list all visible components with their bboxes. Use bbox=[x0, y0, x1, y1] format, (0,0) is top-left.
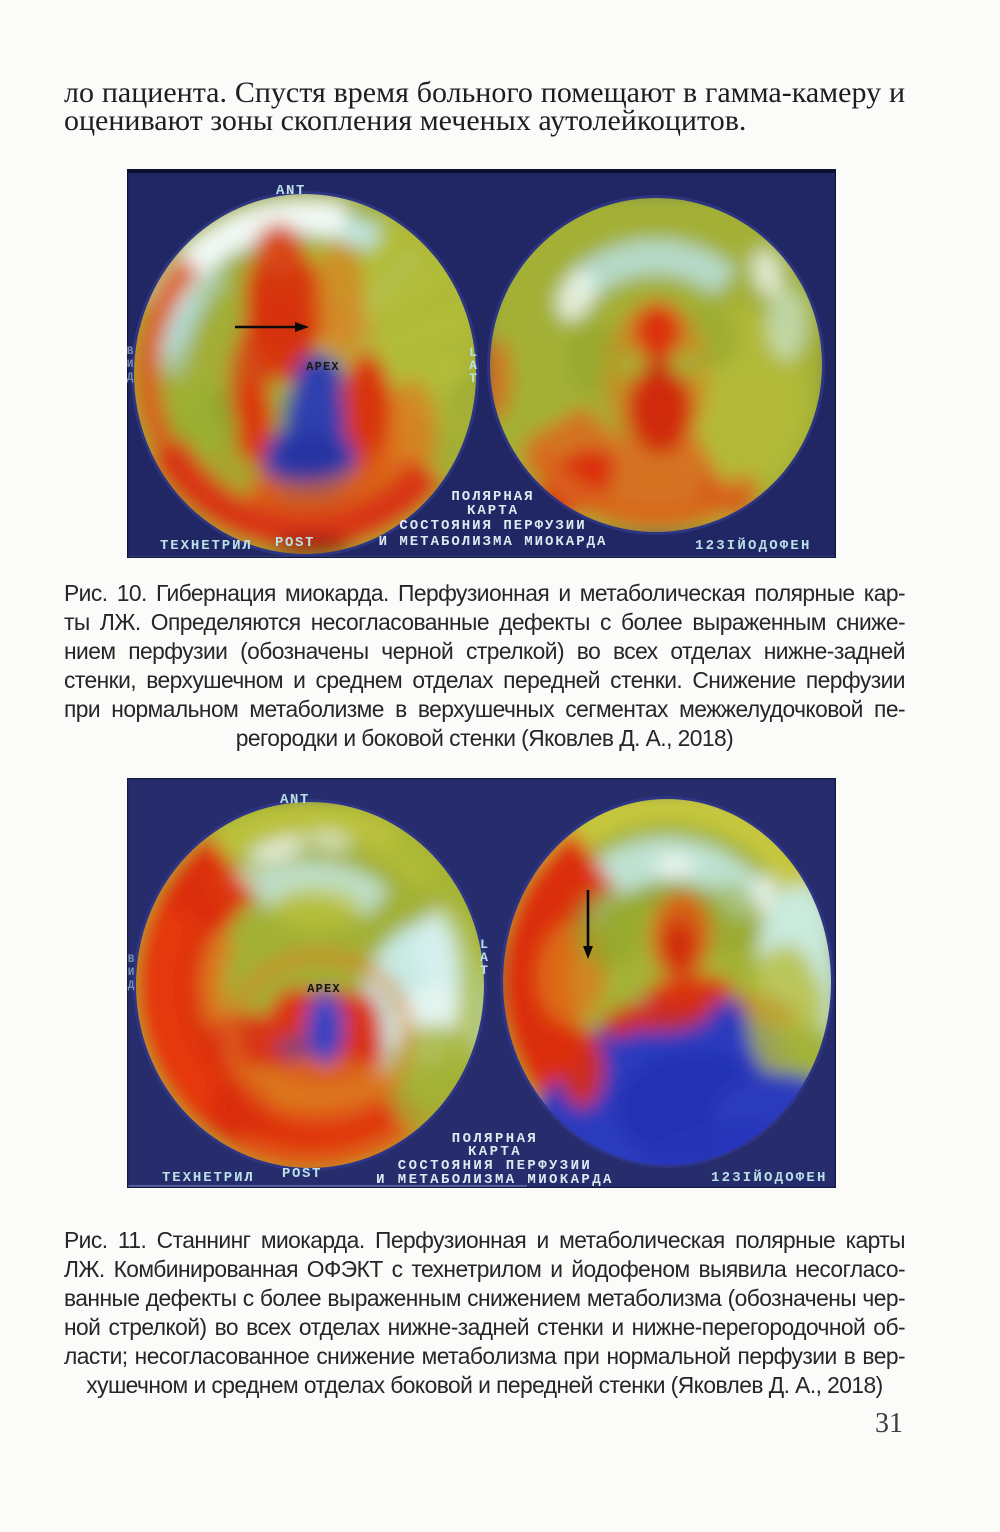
svg-text:КАРТА: КАРТА bbox=[468, 1144, 522, 1160]
svg-text:ПОЛЯРНАЯ: ПОЛЯРНАЯ bbox=[451, 489, 534, 505]
svg-text:T: T bbox=[480, 963, 488, 978]
svg-text:L: L bbox=[480, 937, 488, 952]
svg-text:123IЙОДОФЕН: 123IЙОДОФЕН bbox=[695, 536, 812, 554]
svg-text:123IЙОДОФЕН: 123IЙОДОФЕН bbox=[711, 1168, 828, 1186]
svg-text:И: И bbox=[128, 967, 135, 979]
svg-text:A: A bbox=[480, 950, 488, 965]
svg-text:СОСТОЯНИЯ ПЕРФУЗИИ: СОСТОЯНИЯ ПЕРФУЗИИ bbox=[399, 518, 586, 534]
svg-text:СОСТОЯНИЯ ПЕРФУЗИИ: СОСТОЯНИЯ ПЕРФУЗИИ bbox=[398, 1158, 592, 1174]
svg-text:КАРТА: КАРТА bbox=[467, 503, 519, 519]
svg-text:ПОЛЯРНАЯ: ПОЛЯРНАЯ bbox=[452, 1131, 538, 1147]
svg-text:APEX: APEX bbox=[307, 982, 341, 996]
svg-text:В: В bbox=[128, 954, 135, 966]
svg-text:POST: POST bbox=[282, 1166, 322, 1182]
svg-text:И МЕТАБОЛИЗМА МИОКАРДА: И МЕТАБОЛИЗМА МИОКАРДА bbox=[376, 1172, 614, 1188]
svg-text:И МЕТАБОЛИЗМА МИОКАРДА: И МЕТАБОЛИЗМА МИОКАРДА bbox=[379, 534, 608, 550]
svg-text:Д: Д bbox=[127, 372, 134, 384]
svg-text:T: T bbox=[469, 371, 477, 386]
svg-text:И: И bbox=[127, 359, 133, 371]
svg-text:ANT: ANT bbox=[276, 183, 306, 199]
svg-text:ANT: ANT bbox=[280, 792, 310, 808]
svg-text:POST: POST bbox=[275, 535, 315, 551]
svg-text:APEX: APEX bbox=[306, 360, 340, 374]
svg-text:В: В bbox=[127, 346, 134, 358]
svg-text:Д: Д bbox=[128, 980, 135, 992]
svg-text:ТЕХНЕТРИЛ: ТЕХНЕТРИЛ bbox=[160, 538, 253, 554]
svg-text:ТЕХНЕТРИЛ: ТЕХНЕТРИЛ bbox=[162, 1170, 255, 1186]
svg-text:L: L bbox=[469, 345, 477, 360]
svg-text:A: A bbox=[469, 358, 477, 373]
